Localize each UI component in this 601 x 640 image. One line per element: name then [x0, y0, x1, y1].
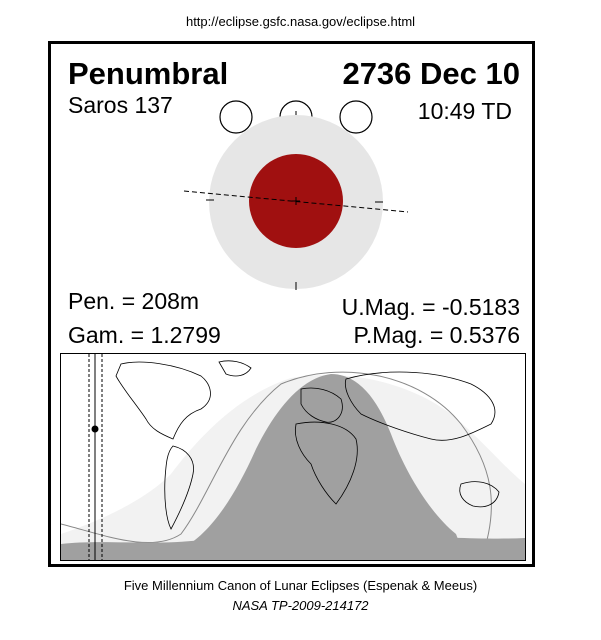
africa-outline: [294, 421, 358, 505]
nasa-publication: NASA TP-2009-214172: [232, 598, 369, 613]
eclipse-date: 2736 Dec 10: [342, 56, 520, 91]
gamma-value: Gam. = 1.2799: [68, 322, 221, 348]
antarctic-region: [61, 536, 525, 560]
world-map-svg: [61, 354, 525, 560]
penumbral-magnitude: P.Mag. = 0.5376: [353, 322, 520, 348]
visible-region: [181, 374, 466, 560]
moon-contact-circle-3: [339, 100, 373, 134]
visibility-boundary-curve: [61, 371, 492, 560]
europe-outline: [300, 387, 343, 423]
penumbral-duration: Pen. = 208m: [68, 288, 200, 314]
visibility-world-map: [60, 353, 526, 561]
sub-lunar-point: [91, 425, 99, 433]
asia-outline: [344, 371, 496, 441]
eclipse-panel: Penumbral 2736 Dec 10 Saros 137 10:49 TD…: [48, 41, 535, 567]
australia-outline: [459, 481, 500, 508]
eclipse-geometry-diagram: [183, 100, 409, 290]
eclipse-type: Penumbral: [68, 56, 229, 91]
moon-contact-circle-1: [219, 100, 253, 134]
greenland-outline: [218, 360, 252, 377]
south-america-outline: [164, 445, 194, 530]
umbral-magnitude: U.Mag. = -0.5183: [341, 294, 520, 320]
canon-citation: Five Millennium Canon of Lunar Eclipses …: [123, 578, 478, 593]
eclipse-time: 10:49 TD: [417, 98, 512, 124]
saros-number: Saros 137: [68, 92, 173, 118]
north-america-outline: [115, 361, 211, 440]
source-url: http://eclipse.gsfc.nasa.gov/eclipse.htm…: [185, 14, 416, 29]
